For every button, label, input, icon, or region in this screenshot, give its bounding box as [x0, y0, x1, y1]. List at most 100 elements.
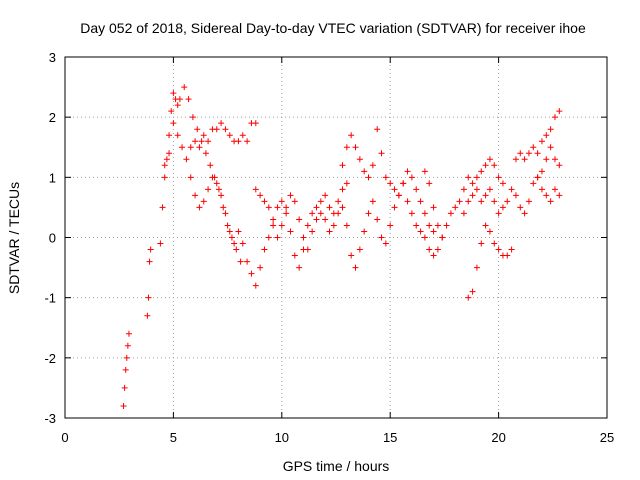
data-point [159, 204, 166, 211]
data-point [185, 96, 192, 103]
data-point [257, 264, 264, 271]
data-point [426, 180, 433, 187]
series-seg-h [339, 126, 437, 235]
data-point [200, 198, 207, 205]
data-point [421, 210, 428, 217]
data-point [365, 174, 372, 181]
data-point [181, 84, 188, 91]
y-tick-label: 0 [49, 231, 56, 246]
series-seg-f [235, 180, 350, 289]
data-point [508, 246, 515, 253]
data-point [215, 186, 222, 193]
data-point [296, 216, 303, 223]
data-point [395, 192, 402, 199]
data-point [244, 258, 251, 265]
chart-title: Day 052 of 2018, Sidereal Day-to-day VTE… [80, 20, 586, 36]
data-point [179, 144, 186, 151]
data-point [309, 210, 316, 217]
data-point [434, 246, 441, 253]
data-point [374, 126, 381, 133]
data-point [317, 198, 324, 205]
data-point [352, 264, 359, 271]
data-point [504, 198, 511, 205]
data-point [287, 192, 294, 199]
data-point [200, 132, 207, 139]
data-point [486, 156, 493, 163]
data-point [478, 198, 485, 205]
data-point [252, 120, 259, 127]
data-point [465, 174, 472, 181]
data-point [296, 264, 303, 271]
data-point [547, 126, 554, 133]
data-point [326, 228, 333, 235]
data-point [170, 120, 177, 127]
data-point [460, 186, 467, 193]
data-point [205, 138, 212, 145]
data-point [192, 138, 199, 145]
data-point [335, 210, 342, 217]
data-points [120, 84, 563, 409]
data-point [233, 246, 240, 253]
data-point [512, 192, 519, 199]
data-point [556, 162, 563, 169]
data-point [205, 186, 212, 193]
data-point [530, 144, 537, 151]
data-point [343, 222, 350, 229]
data-point [465, 294, 472, 301]
data-point [317, 210, 324, 217]
data-point [146, 258, 153, 265]
data-point [421, 234, 428, 241]
data-point [404, 198, 411, 205]
data-point [125, 330, 132, 337]
data-point [300, 234, 307, 241]
data-point [361, 168, 368, 175]
data-point [278, 222, 285, 229]
data-point [417, 198, 424, 205]
data-point [391, 186, 398, 193]
data-point [239, 132, 246, 139]
data-point [469, 288, 476, 295]
data-point [322, 216, 329, 223]
data-point [274, 204, 281, 211]
data-point [443, 222, 450, 229]
data-point [530, 180, 537, 187]
data-point [400, 180, 407, 187]
data-point [228, 234, 235, 241]
data-point [426, 246, 433, 253]
series-seg-g [252, 186, 346, 253]
data-point [391, 204, 398, 211]
data-point [270, 222, 277, 229]
data-point [430, 252, 437, 259]
y-tick-label: 2 [49, 110, 56, 125]
data-point [361, 228, 368, 235]
data-point [322, 192, 329, 199]
data-point [352, 144, 359, 151]
plot-frame [64, 56, 608, 419]
data-point [408, 210, 415, 217]
data-point [439, 234, 446, 241]
data-point [534, 150, 541, 157]
data-point [478, 240, 485, 247]
data-point [348, 252, 355, 259]
x-tick-label: 10 [275, 430, 289, 445]
data-point [473, 174, 480, 181]
series-seg-c [157, 84, 244, 265]
data-point [343, 180, 350, 187]
data-point [382, 240, 389, 247]
data-point [304, 246, 311, 253]
x-tick-label: 20 [491, 430, 505, 445]
data-point [343, 144, 350, 151]
data-point [387, 222, 394, 229]
data-point [534, 174, 541, 181]
data-point [326, 204, 333, 211]
data-point [222, 210, 229, 217]
data-point [413, 186, 420, 193]
data-point [495, 174, 502, 181]
data-point [213, 180, 220, 187]
data-point [378, 150, 385, 157]
data-point [174, 102, 181, 109]
data-point [469, 192, 476, 199]
data-point [222, 126, 229, 133]
data-point [538, 186, 545, 193]
data-point [339, 162, 346, 169]
